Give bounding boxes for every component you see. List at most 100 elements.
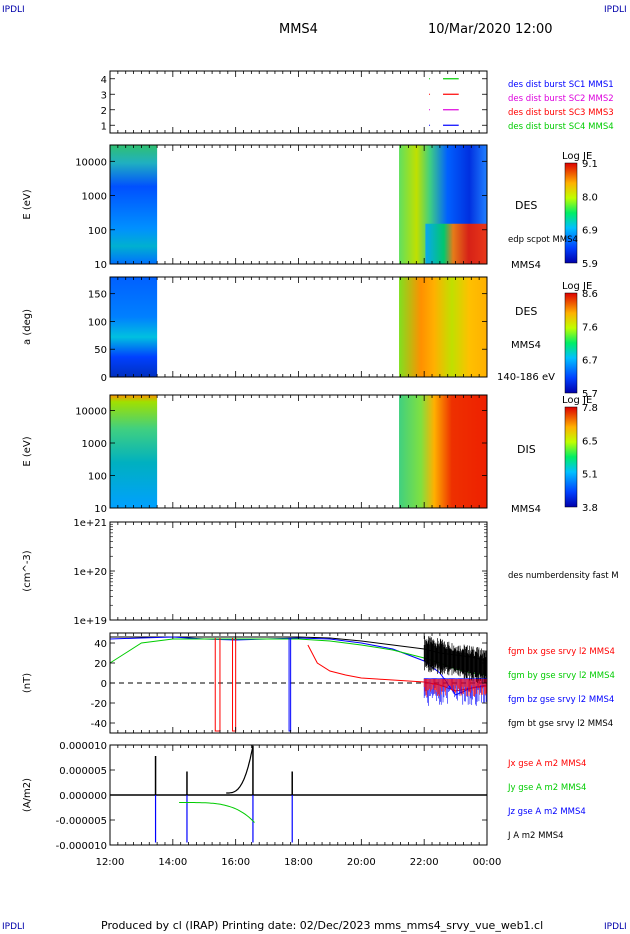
des-energy-colorbar-tick: 8.0 [582, 192, 598, 203]
dis-energy-colorbar-title: Log JE [562, 395, 592, 406]
x-tick-label: 14:00 [158, 857, 187, 868]
bfield-legend-2: fgm bz gse srvy l2 MMS4 [508, 695, 614, 705]
des-pitch-energy-range: 140-186 eV [497, 372, 555, 383]
dis-energy-colorbar-tick: 5.1 [582, 470, 598, 481]
x-tick-label: 00:00 [473, 857, 502, 868]
datetime-title: 10/Mar/2020 12:00 [428, 22, 553, 37]
des-pitch-y-tick-label: 150 [88, 290, 107, 301]
des-pitch-y-tick-label: 100 [88, 317, 107, 328]
dis-energy-y-tick-label: 1000 [82, 439, 107, 450]
bfield-dropout [288, 638, 292, 732]
des-energy-colorbar-tick: 5.9 [582, 259, 598, 270]
burst-y-tick-label: 3 [101, 90, 107, 101]
panel-frame-0 [109, 70, 488, 134]
dis-energy-colorbar [564, 406, 578, 508]
dis-energy-colorbar-tick: 6.5 [582, 436, 598, 447]
burst-y-tick-label: 1 [101, 121, 107, 132]
current-y-tick-label: -0.000010 [56, 841, 107, 852]
des-pitch-colorbar [564, 292, 578, 394]
des-pitch-y-tick-label: 0 [101, 373, 107, 384]
burst-dot [429, 124, 431, 126]
des-pitch-interval-2 [399, 277, 487, 377]
des-energy-y-tick-label: 100 [88, 226, 107, 237]
current-y-tick-label: 0.000005 [59, 766, 107, 777]
legend-burst-2: des dist burst SC2 MMS2 [508, 94, 614, 104]
current-legend-2: Jz gse A m2 MMS4 [507, 807, 586, 817]
dis-energy-label: DIS [517, 443, 536, 456]
des-pitch-colorbar-tick: 5.7 [582, 389, 598, 400]
panel-frame-4 [109, 521, 488, 621]
bfield-y-tick-label: 0 [101, 679, 107, 690]
des-pitch-ylabel: a (deg) [22, 309, 33, 345]
current-jy [179, 802, 255, 823]
corner-label-bottom-left: IPDLI [2, 922, 25, 932]
density-ylabel: (cm^-3) [22, 550, 33, 591]
bfield-legend-0: fgm bx gse srvy l2 MMS4 [508, 647, 615, 657]
des-energy-colorbar [564, 162, 578, 264]
burst-dot [429, 78, 431, 80]
des-energy-colorbar-tick: 9.1 [582, 159, 598, 170]
x-tick-label: 22:00 [410, 857, 439, 868]
des-energy-colorbar-tick: 6.9 [582, 226, 598, 237]
dis-energy-ylabel: E (eV) [22, 436, 33, 466]
dis-energy-interval-1 [110, 395, 158, 508]
density-y-tick-label: 1e+21 [73, 518, 107, 529]
des-energy-sc: MMS4 [511, 260, 541, 271]
des-energy-lowband [425, 223, 487, 264]
density-legend: des numberdensity fast M [508, 571, 619, 581]
bfield-legend-1: fgm by gse srvy l2 MMS4 [508, 671, 615, 681]
bfield-legend-3: fgm bt gse srvy l2 MMS4 [508, 719, 613, 729]
corner-label-bottom-right: IPDLI [604, 922, 627, 932]
bfield-dropout [232, 638, 237, 732]
des-energy-label: DES [515, 199, 537, 212]
x-tick-label: 20:00 [347, 857, 376, 868]
des-pitch-colorbar-tick: 6.7 [582, 356, 598, 367]
x-tick-label: 12:00 [96, 857, 125, 868]
current-ylabel: (A/m2) [22, 778, 33, 812]
des-energy-colorbar-title: Log JE [562, 151, 592, 162]
bfield-dropout [214, 638, 221, 732]
legend-burst-3: des dist burst SC3 MMS3 [508, 108, 614, 118]
des-energy-y-tick-label: 10000 [75, 157, 107, 168]
dis-energy-y-tick-label: 10 [94, 504, 107, 515]
des-energy-note: edp scpot MMS4 [508, 235, 578, 245]
des-pitch-colorbar-title: Log JE [562, 281, 592, 292]
current-legend-0: Jx gse A m2 MMS4 [507, 759, 586, 769]
burst-y-tick-label: 4 [101, 75, 107, 86]
des-pitch-colorbar-tick: 7.6 [582, 322, 598, 333]
dis-energy-sc: MMS4 [511, 504, 541, 515]
current-y-tick-label: 0.000000 [59, 791, 107, 802]
dis-energy-y-tick-label: 100 [88, 472, 107, 483]
corner-label-top-right: IPDLI [604, 5, 627, 15]
x-tick-label: 18:00 [284, 857, 313, 868]
current-ramp [226, 745, 254, 794]
burst-y-tick-label: 2 [101, 106, 107, 117]
des-energy-ylabel: E (eV) [22, 189, 33, 219]
burst-dot [429, 109, 431, 111]
dis-energy-interval-2 [399, 395, 487, 508]
current-legend-3: J A m2 MMS4 [507, 831, 564, 841]
corner-label-top-left: IPDLI [2, 5, 25, 15]
burst-dot [429, 93, 431, 95]
des-energy-y-tick-label: 1000 [82, 192, 107, 203]
bfield-y-tick-label: -40 [91, 719, 107, 730]
des-pitch-label: DES [515, 305, 537, 318]
des-energy-y-tick-label: 10 [94, 260, 107, 271]
dis-energy-colorbar-tick: 7.8 [582, 403, 598, 414]
des-pitch-colorbar-tick: 8.6 [582, 289, 598, 300]
legend-burst-1: des dist burst SC1 MMS1 [508, 80, 614, 90]
spacecraft-title: MMS4 [279, 22, 318, 37]
des-pitch-y-tick-label: 50 [94, 345, 107, 356]
legend-burst-4: des dist burst SC4 MMS4 [508, 122, 614, 132]
current-y-tick-label: -0.000005 [56, 816, 107, 827]
x-tick-label: 16:00 [221, 857, 250, 868]
density-y-tick-label: 1e+20 [73, 567, 107, 578]
dis-energy-y-tick-label: 10000 [75, 407, 107, 418]
current-y-tick-label: 0.000010 [59, 741, 107, 752]
bfield-y-tick-label: 40 [94, 639, 107, 650]
density-y-tick-label: 1e+19 [73, 616, 107, 627]
des-energy-interval-1 [110, 145, 158, 264]
des-pitch-interval-1 [110, 277, 158, 377]
current-legend-1: Jy gse A m2 MMS4 [507, 783, 586, 793]
bfield-y-tick-label: -20 [91, 699, 107, 710]
